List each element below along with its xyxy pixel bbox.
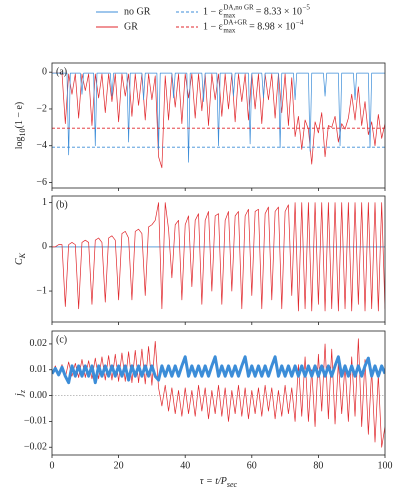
data-line	[52, 72, 385, 169]
y-tick-label: −6	[36, 177, 47, 188]
y-tick-label: 0.01	[30, 364, 48, 375]
y-tick-label: 0	[42, 66, 47, 77]
x-axis-label-main: τ = t/P	[200, 476, 227, 487]
x-axis-label: τ = t/Psec	[200, 476, 238, 489]
legend-label-sub: max	[223, 27, 236, 35]
y-tick-label: −2	[36, 103, 47, 114]
legend-label: no GR	[124, 6, 151, 17]
y-tick-label: 0	[42, 241, 47, 252]
legend-label-exp: −4	[296, 19, 304, 27]
x-tick-label: 20	[114, 460, 124, 471]
y-axis-label-main: C	[14, 258, 25, 265]
x-tick-label: 40	[180, 460, 190, 471]
legend-label-sup: DA,no GR	[223, 4, 254, 12]
axes-frame	[51, 62, 386, 189]
x-axis-label-sub: sec	[227, 480, 238, 489]
panel-label: (c)	[56, 334, 67, 345]
data-line	[52, 72, 385, 163]
x-tick-label: 0	[50, 460, 55, 471]
y-tick-label: 0.02	[30, 338, 48, 349]
legend-label: GR	[124, 21, 138, 32]
axes-frame	[51, 195, 386, 323]
y-tick-label: −4	[36, 140, 47, 151]
data-line	[52, 355, 385, 385]
y-axis-label-main: log	[14, 136, 25, 149]
axes-frame	[51, 330, 386, 456]
y-axis-label-sub: 10	[18, 128, 27, 136]
y-axis-label: jz	[14, 389, 27, 398]
legend-label-sub: max	[223, 12, 236, 20]
y-tick-label: −1	[36, 285, 47, 296]
y-axis-label-sub: z	[18, 389, 27, 394]
legend-label-exp: −5	[302, 4, 310, 12]
y-tick-label: 1	[42, 197, 47, 208]
legend-label-sup: DA+GR	[223, 19, 247, 27]
y-tick-label: −0.02	[24, 442, 47, 453]
panel-label: (a)	[56, 66, 67, 77]
legend-label: 1 − ε	[203, 21, 223, 32]
x-tick-label: 80	[313, 460, 323, 471]
panel-label: (b)	[56, 199, 68, 210]
data-line	[52, 202, 385, 312]
x-tick-label: 100	[378, 460, 393, 471]
y-axis-label: log10(1 − e)	[14, 102, 27, 150]
y-axis-label: CK	[14, 252, 27, 265]
legend-label: = 8.98 × 10	[249, 21, 295, 32]
x-tick-label: 60	[247, 460, 257, 471]
y-axis-label-sub: K	[18, 252, 27, 259]
legend-label: = 8.33 × 10	[256, 6, 302, 17]
y-tick-label: 0.00	[30, 390, 48, 401]
y-tick-label: −0.01	[24, 416, 47, 427]
y-axis-label-main: j	[14, 393, 25, 398]
legend-label: 1 − ε	[203, 6, 223, 17]
data-line	[52, 338, 385, 448]
y-axis-label-rest: (1 − e)	[14, 102, 25, 129]
